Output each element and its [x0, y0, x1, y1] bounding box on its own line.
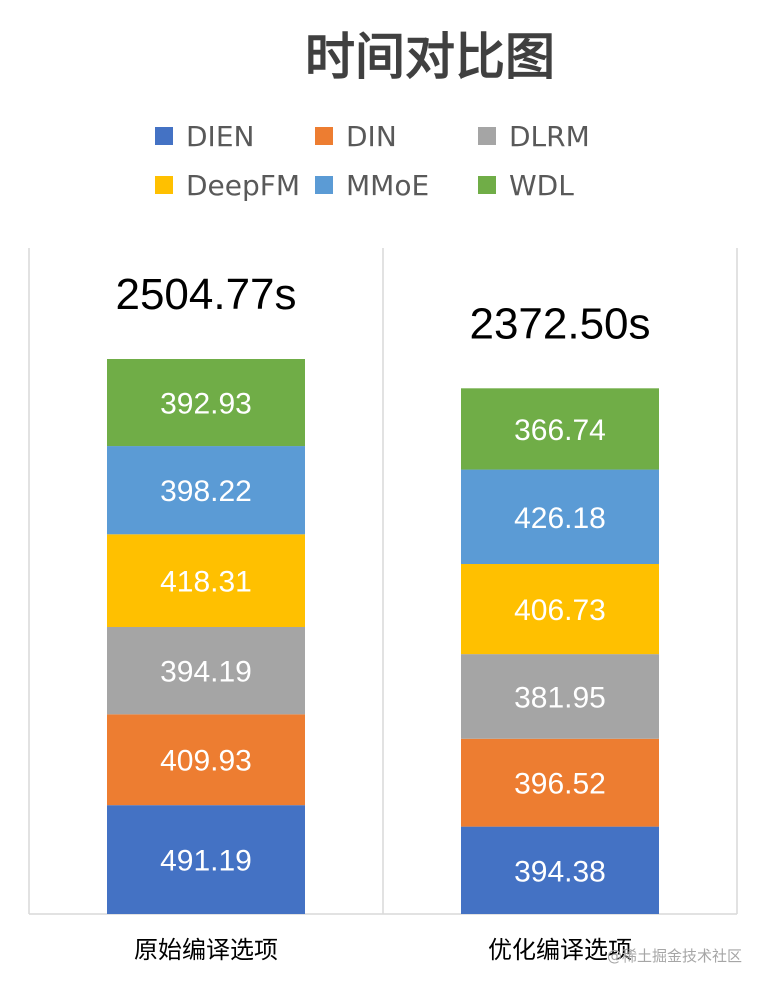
- segment-value-label: 394.38: [514, 855, 606, 888]
- category-label: 优化编译选项: [488, 936, 632, 964]
- legend-item-wdl: WDL: [478, 169, 574, 202]
- bar-segment-dien: [107, 805, 305, 914]
- segment-value-label: 418.31: [160, 566, 252, 599]
- labels-group: 491.19 409.93 394.19 418.31 398.22 392.93 2504…: [115, 270, 650, 964]
- bar-segment-din: [107, 714, 305, 806]
- bar-segment-wdl: [107, 359, 305, 447]
- segment-value-label: 491.19: [160, 845, 252, 878]
- total-label: 2372.50s: [469, 299, 650, 348]
- bar-segment-din: [461, 738, 659, 827]
- segment-value-label: 381.95: [514, 681, 606, 714]
- bar-segment-dien: [461, 826, 659, 914]
- category-label: 原始编译选项: [134, 936, 278, 964]
- legend-swatch: [315, 176, 333, 194]
- chart-title: 时间对比图: [305, 28, 555, 86]
- legend-label: WDL: [509, 169, 574, 202]
- legend-item-mmoe: MMoE: [315, 169, 429, 202]
- bar-segment-mmoe: [461, 469, 659, 565]
- segment-value-label: 394.19: [160, 656, 252, 689]
- legend-label: DIEN: [186, 120, 254, 153]
- segment-value-label: 392.93: [160, 388, 252, 421]
- watermark-text: @稀土掘金技术社区: [607, 947, 742, 965]
- legend-swatch: [155, 127, 173, 145]
- total-label: 2504.77s: [115, 270, 296, 319]
- chart-legend: DIEN DIN DLRM DeepFM MMoE WDL: [155, 120, 590, 202]
- legend-label: DeepFM: [186, 169, 300, 202]
- segment-value-label: 366.74: [514, 414, 606, 447]
- bar-segment-wdl: [461, 388, 659, 470]
- legend-swatch: [478, 127, 496, 145]
- legend-item-deepfm: DeepFM: [155, 169, 300, 202]
- legend-label: DLRM: [509, 120, 590, 153]
- legend-item-dlrm: DLRM: [478, 120, 590, 153]
- bar-segment-dlrm: [107, 626, 305, 715]
- legend-label: MMoE: [346, 169, 429, 202]
- bar-segment-deepfm: [107, 534, 305, 627]
- bar-segment-mmoe: [107, 446, 305, 535]
- legend-swatch: [155, 176, 173, 194]
- segment-value-label: 396.52: [514, 768, 606, 801]
- segment-value-label: 406.73: [514, 594, 606, 627]
- legend-swatch: [478, 176, 496, 194]
- bars-group: [107, 359, 659, 914]
- segment-value-label: 426.18: [514, 502, 606, 535]
- segment-value-label: 409.93: [160, 745, 252, 778]
- segment-value-label: 398.22: [160, 475, 252, 508]
- legend-swatch: [315, 127, 333, 145]
- legend-label: DIN: [346, 120, 397, 153]
- bar-segment-deepfm: [461, 564, 659, 655]
- legend-item-din: DIN: [315, 120, 397, 153]
- bar-segment-dlrm: [461, 654, 659, 739]
- legend-item-dien: DIEN: [155, 120, 254, 153]
